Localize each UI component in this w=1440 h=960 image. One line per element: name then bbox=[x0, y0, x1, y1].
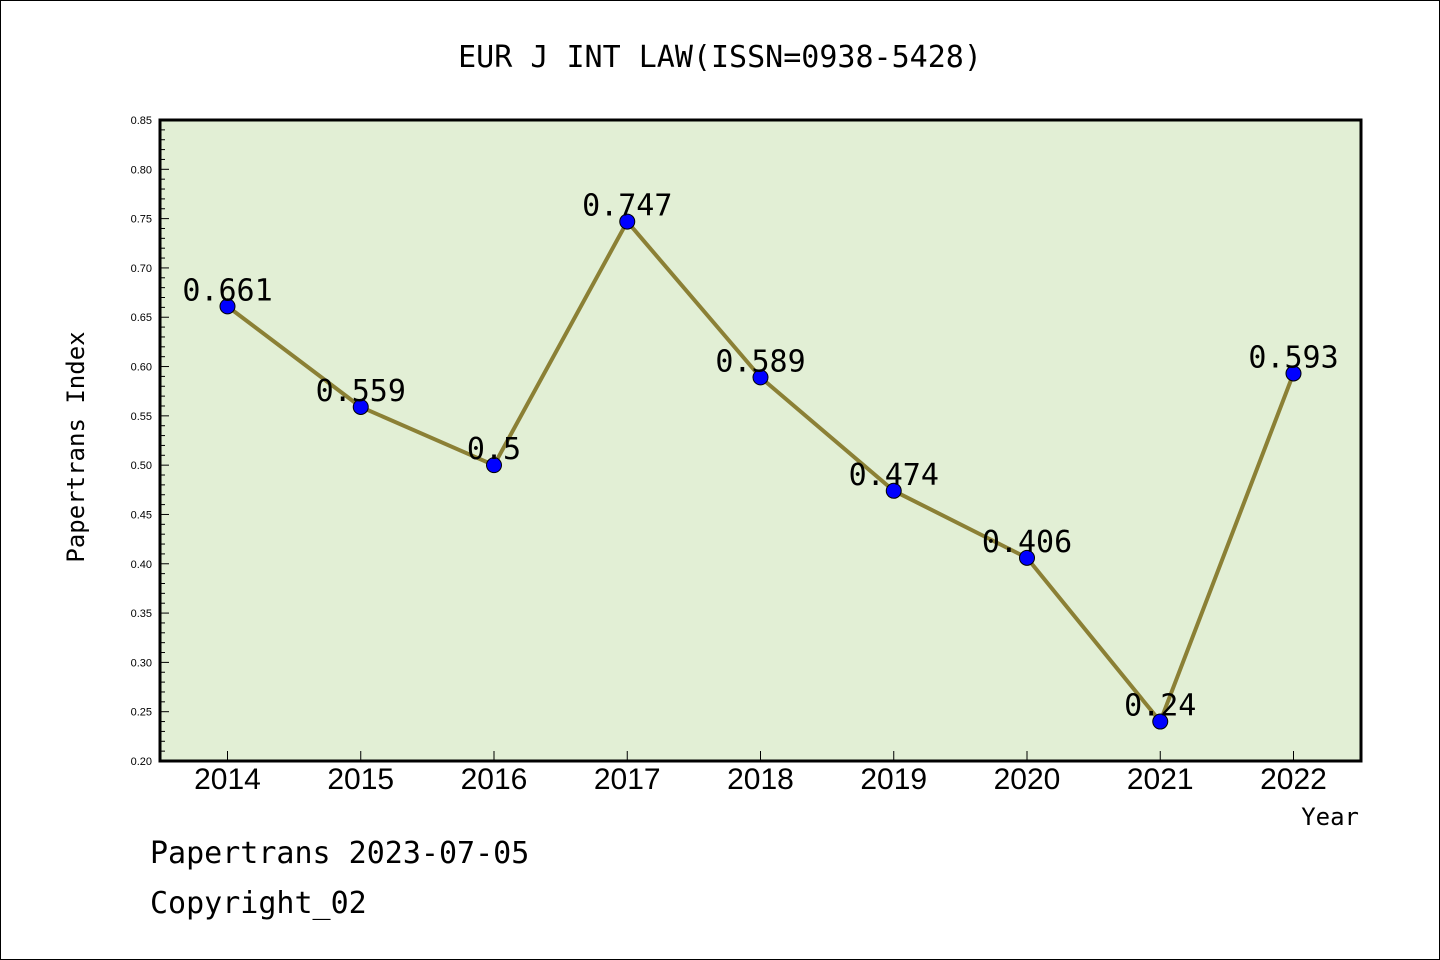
y-axis-label: Papertrans Index bbox=[62, 331, 90, 562]
y-tick-label: 0.70 bbox=[131, 263, 152, 275]
data-label: 0.593 bbox=[1248, 340, 1338, 375]
y-tick-label: 0.55 bbox=[131, 411, 152, 423]
x-tick-label: 2016 bbox=[461, 763, 528, 796]
data-labels: 0.661 0.559 0.5 0.747 0.589 0.474 0.406 0.24 0.5… bbox=[182, 189, 1338, 724]
y-tick-label: 0.20 bbox=[131, 756, 152, 768]
footer-date: Papertrans 2023-07-05 bbox=[150, 836, 530, 871]
x-tick-label: 2018 bbox=[727, 763, 794, 796]
x-tick-label: 2014 bbox=[194, 763, 261, 796]
data-label: 0.589 bbox=[715, 344, 805, 379]
y-tick-label: 0.75 bbox=[131, 214, 152, 226]
data-point bbox=[752, 369, 769, 386]
plot-area bbox=[160, 120, 1361, 761]
x-tick-label: 2019 bbox=[860, 763, 927, 796]
y-tick-label: 0.30 bbox=[131, 657, 152, 669]
x-tick-label: 2015 bbox=[327, 763, 394, 796]
data-point bbox=[352, 398, 369, 415]
data-label: 0.747 bbox=[582, 189, 672, 224]
data-label: 0.406 bbox=[982, 525, 1072, 560]
y-tick-label: 0.60 bbox=[131, 362, 152, 374]
data-label: 0.559 bbox=[316, 374, 406, 409]
chart-title: EUR J INT LAW(ISSN=0938-5428) bbox=[458, 40, 982, 75]
data-point bbox=[1019, 549, 1035, 566]
data-label: 0.24 bbox=[1124, 689, 1196, 724]
x-axis-label: Year bbox=[1301, 803, 1359, 831]
x-axis: 2014 2015 2016 2017 2018 2019 2020 2021 2022 bbox=[194, 751, 1327, 796]
data-label: 0.661 bbox=[182, 273, 272, 308]
y-tick-label: 0.40 bbox=[131, 559, 152, 571]
x-tick-label: 2020 bbox=[994, 763, 1061, 796]
y-tick-label: 0.35 bbox=[131, 608, 152, 620]
data-point bbox=[486, 457, 502, 474]
data-point bbox=[619, 213, 636, 230]
data-markers bbox=[219, 213, 1302, 730]
x-tick-label: 2021 bbox=[1127, 763, 1194, 796]
y-tick-label: 0.50 bbox=[131, 460, 152, 472]
y-tick-label: 0.65 bbox=[131, 312, 152, 324]
data-label: 0.5 bbox=[467, 432, 521, 467]
data-point bbox=[219, 298, 236, 315]
y-tick-label: 0.80 bbox=[131, 164, 152, 176]
data-point bbox=[1285, 365, 1302, 382]
plot-border bbox=[158, 118, 1363, 763]
data-label: 0.474 bbox=[849, 458, 939, 493]
footer-copyright: Copyright_02 bbox=[150, 886, 367, 921]
x-tick-label: 2022 bbox=[1260, 763, 1327, 796]
data-point bbox=[1152, 713, 1169, 730]
x-tick-label: 2017 bbox=[594, 763, 661, 796]
y-tick-label: 0.25 bbox=[131, 707, 152, 719]
data-point bbox=[885, 482, 902, 499]
y-tick-label: 0.45 bbox=[131, 509, 152, 521]
y-tick-label: 0.85 bbox=[131, 115, 152, 127]
